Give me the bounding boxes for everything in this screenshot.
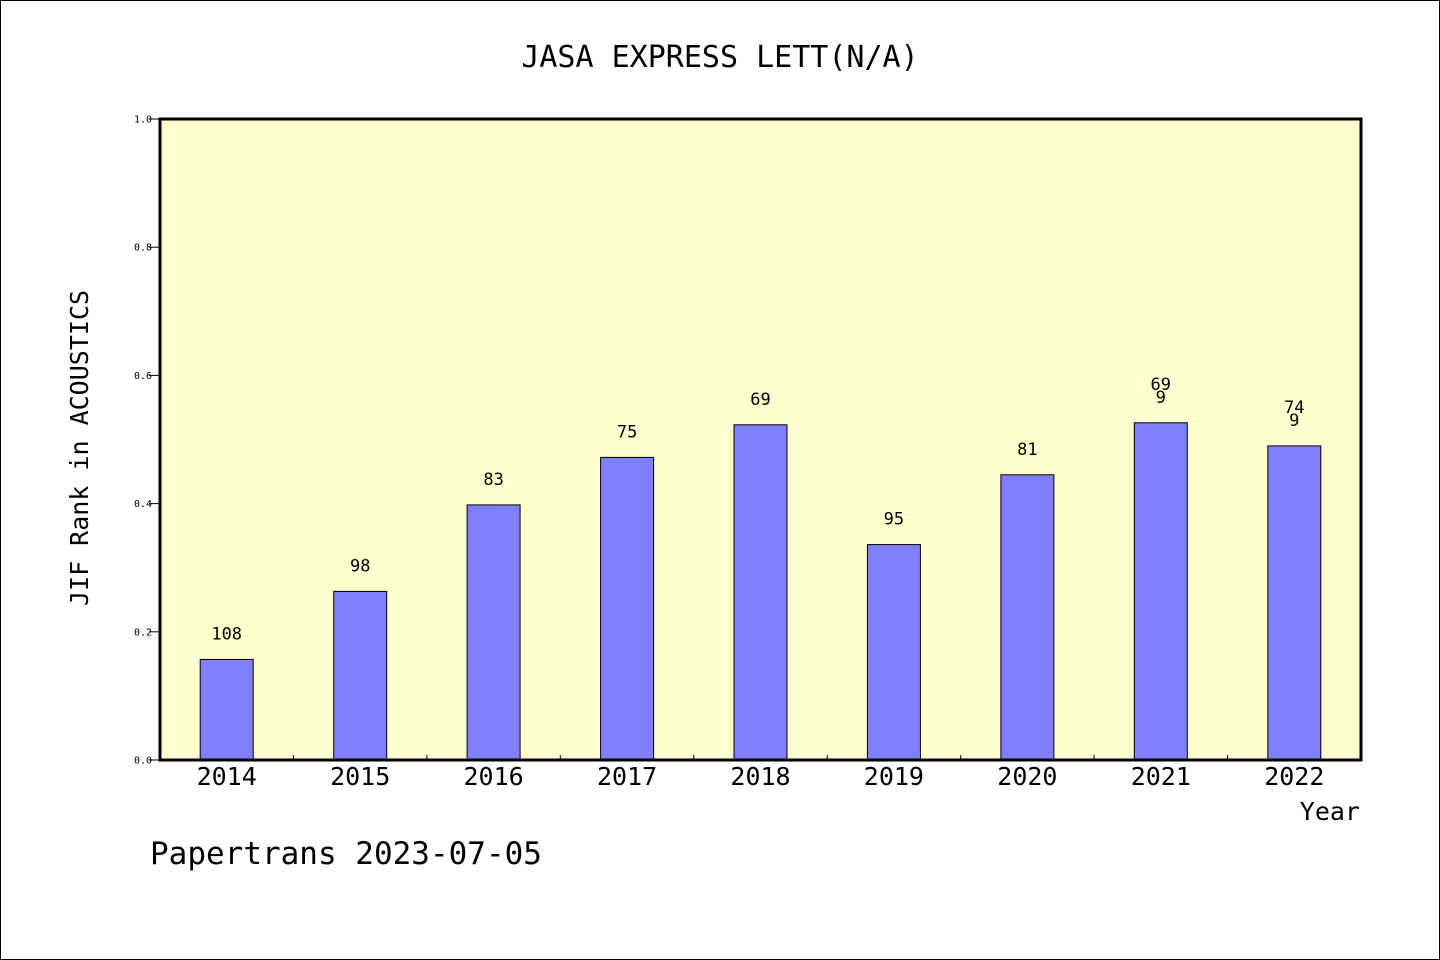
x-tick-label-2015: 2015 [330,762,390,791]
bars-group [199,422,1322,761]
y-tick-label-0.2: 0.2 [134,627,152,638]
y-axis-label: JIF Rank in ACOUSTICS [65,290,94,606]
x-tick-label-2017: 2017 [597,762,657,791]
y-tick-label-0.4: 0.4 [134,499,152,510]
bar-2017 [600,456,655,761]
data-label-2022-1: 74 [1284,398,1304,418]
data-label-2021-2: 9 [1156,388,1166,408]
data-label-2017: 75 [617,422,637,442]
plot-border [158,117,1363,762]
bar-2015 [333,590,388,761]
bar-2018 [733,424,788,761]
x-tick-label-2022: 2022 [1264,762,1324,791]
y-tick-label-0.0: 0.0 [134,756,152,767]
bar-2016 [466,504,521,761]
y-tick-label-0.8: 0.8 [134,243,152,254]
bar-2021 [1133,422,1188,761]
bar-2019 [866,544,921,761]
data-label-2015: 98 [350,556,370,576]
x-tick-label-2019: 2019 [864,762,924,791]
footer-credit: Papertrans 2023-07-05 [150,836,542,872]
x-axis-label: Year [1300,797,1360,826]
data-label-2014: 108 [211,624,242,644]
x-tick-label-2020: 2020 [997,762,1057,791]
data-label-2018: 69 [750,390,770,410]
bar-2014 [199,658,254,761]
data-label-2021-1: 69 [1151,375,1171,395]
x-tick-label-2014: 2014 [197,762,257,791]
y-tick-label-0.6: 0.6 [134,371,152,382]
x-tick-label-2018: 2018 [730,762,790,791]
bar-2020 [1000,474,1055,761]
bar-2022 [1267,445,1322,761]
chart-title: JASA EXPRESS LETT(N/A) [521,40,918,75]
labels-group: 108 2014 98 2015 83 2016 75 2017 69 2018 95 2019 81 2… [134,115,1324,792]
data-label-2022-2: 9 [1289,411,1299,431]
y-tick-label-1.0: 1.0 [134,115,152,126]
data-label-2019: 95 [884,510,904,530]
data-label-2016: 83 [483,470,503,490]
x-tick-label-2021: 2021 [1131,762,1191,791]
x-tick-label-2016: 2016 [463,762,523,791]
data-label-2020: 81 [1017,440,1037,460]
